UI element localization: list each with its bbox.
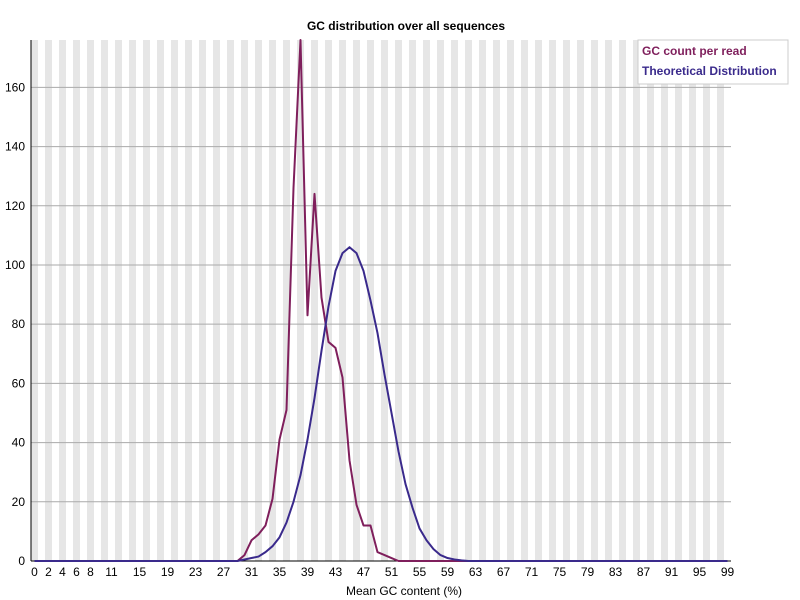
x-tick-label: 59 bbox=[441, 565, 455, 579]
background-band bbox=[409, 40, 416, 561]
x-tick-label: 23 bbox=[189, 565, 203, 579]
background-band bbox=[241, 40, 248, 561]
x-tick-label: 15 bbox=[133, 565, 147, 579]
background-band bbox=[101, 40, 108, 561]
background-band bbox=[59, 40, 66, 561]
background-band bbox=[703, 40, 710, 561]
x-tick-label: 55 bbox=[413, 565, 427, 579]
x-tick-label: 47 bbox=[357, 565, 371, 579]
legend-box bbox=[637, 39, 789, 85]
background-band bbox=[115, 40, 122, 561]
x-tick-label: 75 bbox=[553, 565, 567, 579]
background-band bbox=[437, 40, 444, 561]
theoretical-distribution-line bbox=[34, 246, 728, 562]
x-tick-label: 0 bbox=[31, 565, 38, 579]
background-band bbox=[227, 40, 234, 561]
y-tick-label: 120 bbox=[5, 199, 25, 213]
series-lines bbox=[34, 39, 728, 562]
x-tick-label: 99 bbox=[721, 565, 735, 579]
background-band bbox=[507, 40, 514, 561]
background-band bbox=[199, 40, 206, 561]
y-tick-label: 80 bbox=[12, 317, 26, 331]
background-band bbox=[87, 40, 94, 561]
background-band bbox=[129, 40, 136, 561]
background-band bbox=[45, 40, 52, 561]
x-tick-label: 19 bbox=[161, 565, 175, 579]
x-tick-label: 79 bbox=[581, 565, 595, 579]
background-band bbox=[521, 40, 528, 561]
background-band bbox=[619, 40, 626, 561]
y-tick-label: 140 bbox=[5, 140, 25, 154]
x-tick-label: 2 bbox=[45, 565, 52, 579]
background-band bbox=[311, 40, 318, 561]
background-band bbox=[423, 40, 430, 561]
x-axis-label: Mean GC content (%) bbox=[346, 584, 462, 598]
background-band bbox=[157, 40, 164, 561]
legend-entry-gc-count: GC count per read bbox=[642, 44, 747, 58]
background-band bbox=[325, 40, 332, 561]
background-band bbox=[269, 40, 276, 561]
background-band bbox=[255, 40, 262, 561]
background-band bbox=[535, 40, 542, 561]
x-tick-label: 91 bbox=[665, 565, 679, 579]
background-band bbox=[171, 40, 178, 561]
y-tick-label: 0 bbox=[18, 554, 25, 568]
background-band bbox=[493, 40, 500, 561]
x-tick-label: 51 bbox=[385, 565, 399, 579]
background-band bbox=[297, 40, 304, 561]
y-tick-label: 40 bbox=[12, 436, 26, 450]
background-band bbox=[73, 40, 80, 561]
x-tick-label: 63 bbox=[469, 565, 483, 579]
x-tick-label: 39 bbox=[301, 565, 315, 579]
background-band bbox=[661, 40, 668, 561]
x-tick-label: 87 bbox=[637, 565, 651, 579]
x-tick-label: 27 bbox=[217, 565, 231, 579]
y-tick-label: 60 bbox=[12, 376, 26, 390]
x-tick-label: 67 bbox=[497, 565, 511, 579]
background-band bbox=[465, 40, 472, 561]
background-band bbox=[283, 40, 290, 561]
background-band bbox=[717, 40, 724, 561]
x-tick-label: 95 bbox=[693, 565, 707, 579]
background-band bbox=[479, 40, 486, 561]
x-tick-label: 4 bbox=[59, 565, 66, 579]
x-tick-label: 31 bbox=[245, 565, 259, 579]
background-band bbox=[353, 40, 360, 561]
background-band bbox=[647, 40, 654, 561]
background-band bbox=[577, 40, 584, 561]
x-tick-label: 8 bbox=[87, 565, 94, 579]
chart-title: GC distribution over all sequences bbox=[307, 19, 505, 33]
horizontal-gridlines bbox=[31, 86, 731, 503]
background-band bbox=[605, 40, 612, 561]
x-tick-label: 43 bbox=[329, 565, 343, 579]
background-band bbox=[689, 40, 696, 561]
x-tick-label: 83 bbox=[609, 565, 623, 579]
x-tick-label: 71 bbox=[525, 565, 539, 579]
background-band bbox=[591, 40, 598, 561]
background-band bbox=[563, 40, 570, 561]
background-band bbox=[549, 40, 556, 561]
y-tick-label: 160 bbox=[5, 80, 25, 94]
x-tick-label: 11 bbox=[105, 565, 118, 579]
background-band bbox=[633, 40, 640, 561]
background-band bbox=[339, 40, 346, 561]
background-band bbox=[185, 40, 192, 561]
y-tick-label: 20 bbox=[12, 495, 26, 509]
background-band bbox=[395, 40, 402, 561]
background-band bbox=[451, 40, 458, 561]
background-band bbox=[143, 40, 150, 561]
y-tick-label: 100 bbox=[5, 258, 25, 272]
x-tick-label: 35 bbox=[273, 565, 287, 579]
legend-entry-theoretical: Theoretical Distribution bbox=[642, 64, 777, 78]
background-band bbox=[31, 40, 38, 561]
legend: GC count per read Theoretical Distributi… bbox=[637, 39, 789, 85]
background-band bbox=[675, 40, 682, 561]
x-tick-label: 6 bbox=[73, 565, 80, 579]
background-band bbox=[213, 40, 220, 561]
background-band bbox=[381, 40, 388, 561]
